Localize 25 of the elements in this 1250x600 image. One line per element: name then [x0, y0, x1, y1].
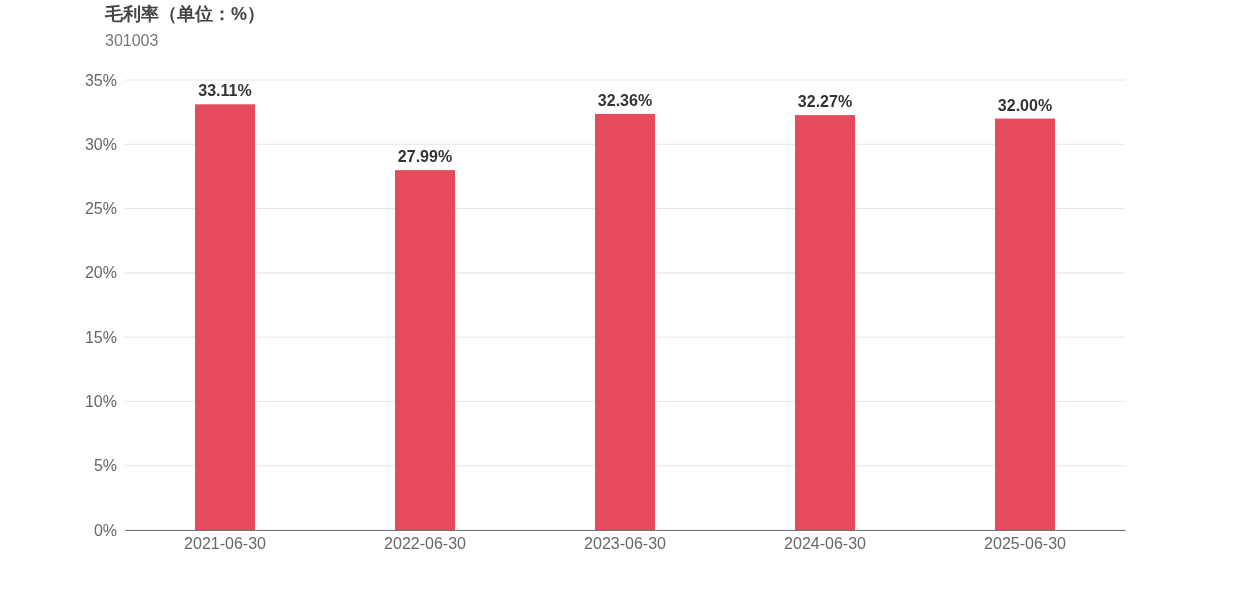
x-tick-label: 2023-06-30	[584, 535, 667, 553]
data-label: 27.99%	[397, 148, 453, 166]
data-label: 32.27%	[797, 93, 853, 111]
bar	[795, 115, 855, 530]
bar	[995, 118, 1055, 530]
x-tick-label: 2021-06-30	[184, 535, 267, 553]
bar	[395, 170, 455, 530]
bar	[195, 104, 255, 530]
y-tick-label: 20%	[84, 264, 117, 282]
bar	[595, 113, 655, 530]
data-label: 33.11%	[198, 82, 252, 100]
x-tick-label: 2022-06-30	[384, 535, 467, 553]
data-label: 32.36%	[597, 91, 653, 109]
data-label: 32.00%	[997, 96, 1053, 114]
x-tick-label: 2024-06-30	[784, 535, 867, 553]
y-tick-label: 35%	[84, 71, 117, 89]
y-tick-label: 15%	[84, 328, 117, 346]
chart-title: 毛利率（单位：%）	[104, 4, 266, 24]
y-tick-label: 30%	[84, 135, 117, 153]
y-tick-label: 0%	[93, 521, 117, 539]
x-tick-label: 2025-06-30	[984, 535, 1067, 553]
y-tick-label: 10%	[84, 393, 117, 411]
y-tick-label: 25%	[84, 200, 117, 218]
y-tick-label: 5%	[93, 457, 117, 475]
chart-subtitle: 301003	[105, 32, 159, 49]
